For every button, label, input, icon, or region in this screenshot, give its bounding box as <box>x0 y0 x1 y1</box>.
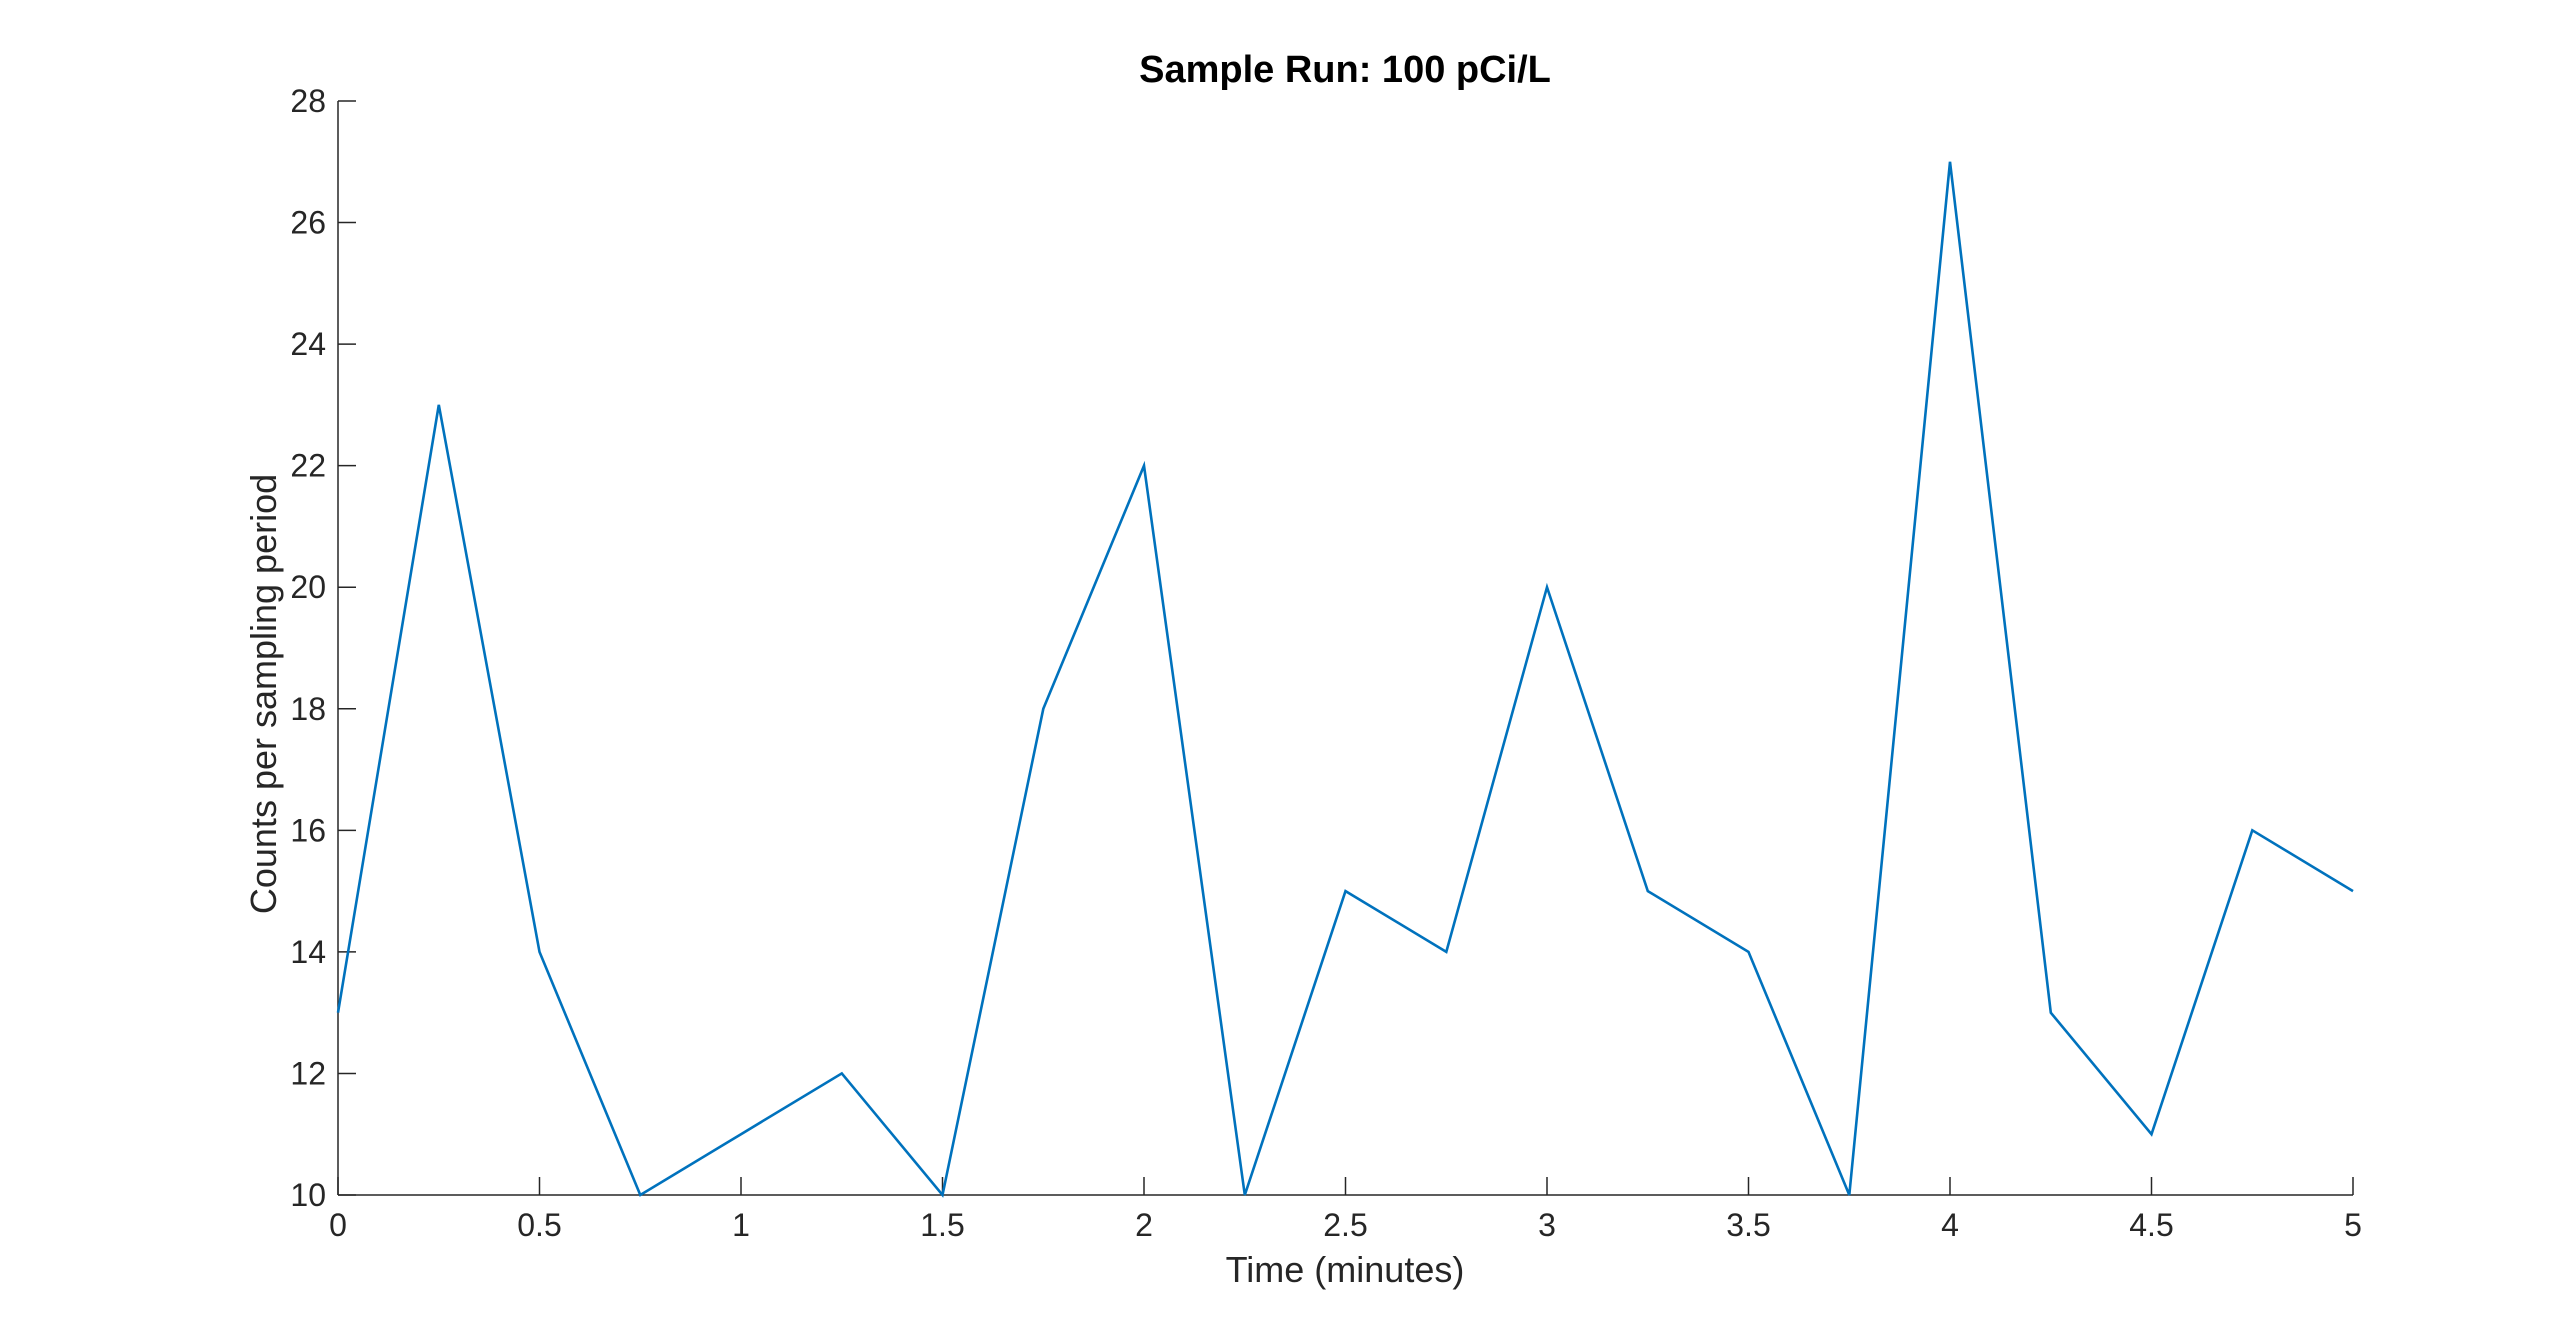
data-point <box>941 1193 945 1197</box>
data-point <box>1646 889 1650 893</box>
data-point <box>1847 1193 1851 1197</box>
data-point <box>2351 889 2355 893</box>
data-point <box>840 1071 844 1075</box>
y-tick-label: 12 <box>290 1055 326 1091</box>
data-point <box>1545 585 1549 589</box>
series-line <box>336 161 2354 1198</box>
data-point <box>2250 828 2254 832</box>
x-tick-label: 2 <box>1135 1207 1153 1243</box>
data-point <box>1444 950 1448 954</box>
data-point <box>1041 707 1045 711</box>
data-point <box>1344 889 1348 893</box>
data-point <box>638 1193 642 1197</box>
x-tick-label: 0.5 <box>517 1207 561 1243</box>
data-point <box>1243 1193 1247 1197</box>
x-tick-label: 4.5 <box>2129 1207 2173 1243</box>
x-tick-label: 0 <box>329 1207 347 1243</box>
data-point <box>437 403 441 407</box>
data-point <box>739 1132 743 1136</box>
y-tick-label: 26 <box>290 205 326 241</box>
data-point <box>1747 950 1751 954</box>
axes: 0 0.5 1 1.5 2 2.5 3 3.5 4 4.5 5 10 12 14 16 18 20 22 24 26 2… <box>290 83 2361 1243</box>
x-tick-label: 3.5 <box>1726 1207 1770 1243</box>
data-point <box>2049 1011 2053 1015</box>
y-tick-label: 14 <box>290 934 326 970</box>
x-axis-label: Time (minutes) <box>1226 1249 1465 1290</box>
x-tick-label: 1.5 <box>920 1207 964 1243</box>
y-tick-label: 18 <box>290 691 326 727</box>
y-tick-label: 28 <box>290 83 326 119</box>
chart-title: Sample Run: 100 pCi/L <box>1139 49 1551 91</box>
data-point <box>336 1011 340 1015</box>
data-point <box>538 950 542 954</box>
y-tick-label: 20 <box>290 569 326 605</box>
x-tick-label: 5 <box>2344 1207 2362 1243</box>
y-tick-label: 22 <box>290 448 326 484</box>
y-tick-label: 16 <box>290 812 326 848</box>
y-axis-label: Counts per sampling period <box>243 474 284 914</box>
x-tick-label: 2.5 <box>1323 1207 1367 1243</box>
data-point <box>1142 464 1146 468</box>
data-point <box>1948 160 1952 164</box>
x-tick-label: 4 <box>1941 1207 1959 1243</box>
x-tick-label: 3 <box>1538 1207 1556 1243</box>
x-tick-label: 1 <box>732 1207 750 1243</box>
y-tick-label: 10 <box>290 1177 326 1213</box>
series-group <box>336 160 2355 1198</box>
y-tick-label: 24 <box>290 326 326 362</box>
data-point <box>2150 1132 2154 1136</box>
